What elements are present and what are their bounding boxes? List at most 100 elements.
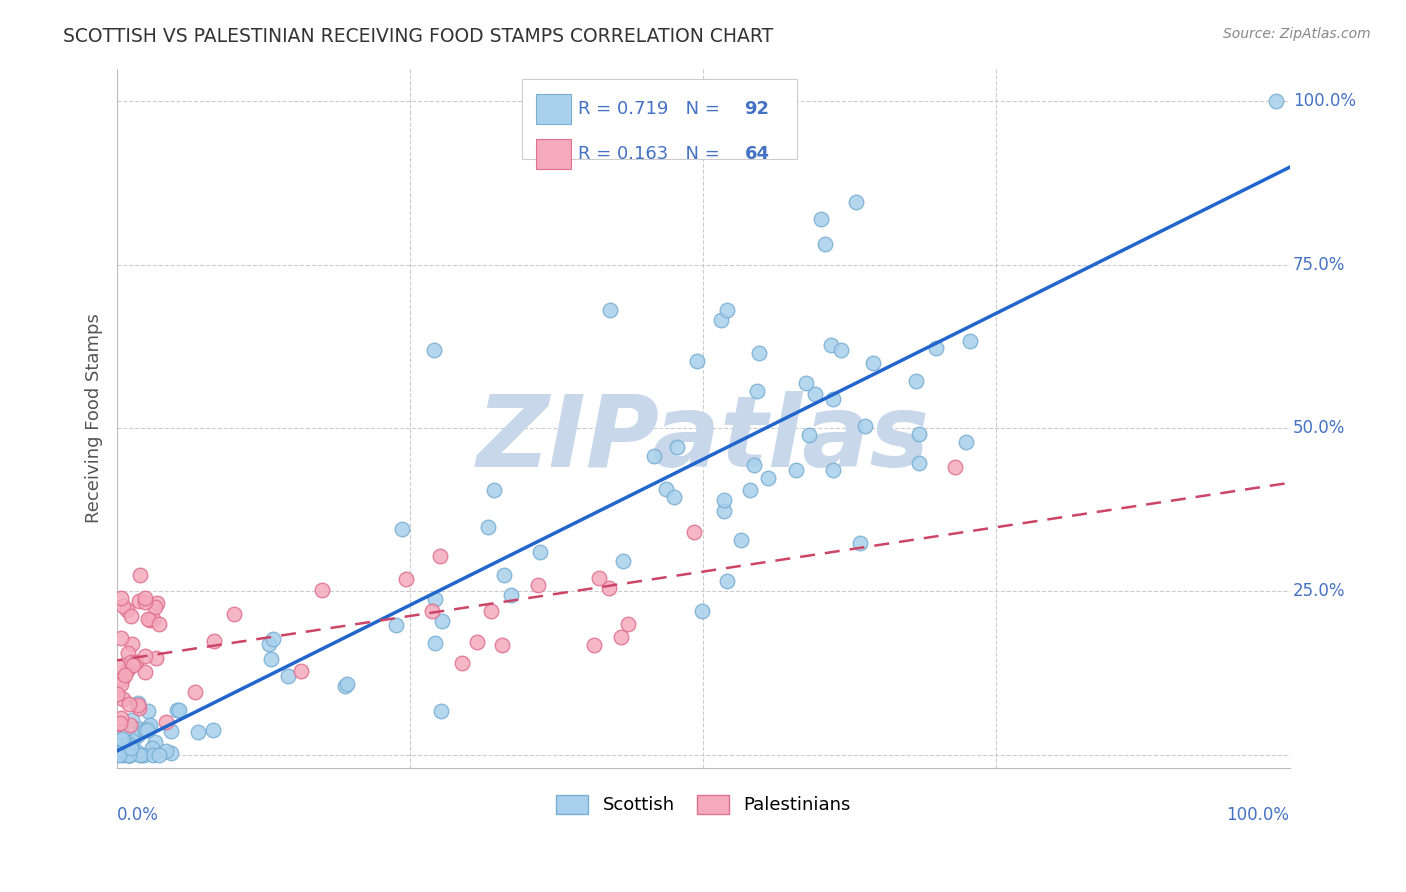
Point — [129, 747, 152, 762]
Point — [111, 747, 134, 762]
Point — [716, 574, 738, 589]
Y-axis label: Receiving Food Stamps: Receiving Food Stamps — [86, 313, 103, 523]
Point — [127, 698, 149, 712]
Text: R = 0.719   N =: R = 0.719 N = — [578, 100, 725, 118]
Point — [814, 237, 837, 252]
Point — [425, 592, 447, 607]
Point — [740, 483, 762, 498]
Point — [262, 632, 284, 647]
Point — [804, 386, 827, 401]
Point — [112, 691, 135, 706]
Text: 75.0%: 75.0% — [1294, 255, 1346, 274]
Point — [745, 384, 768, 399]
Point — [110, 677, 132, 691]
Point — [830, 343, 852, 357]
Point — [108, 660, 131, 674]
Point — [139, 613, 162, 627]
Point — [111, 673, 134, 687]
Text: 25.0%: 25.0% — [1294, 582, 1346, 600]
Point — [260, 652, 283, 666]
Point — [1264, 94, 1286, 108]
Point — [142, 747, 165, 762]
Point — [167, 703, 190, 717]
Point — [311, 582, 333, 597]
Point — [491, 638, 513, 652]
Point — [599, 303, 621, 318]
Point — [115, 603, 138, 617]
Point — [494, 568, 516, 582]
Point — [529, 544, 551, 558]
Point — [111, 599, 134, 613]
Point — [118, 747, 141, 762]
Point — [655, 482, 678, 496]
Point — [479, 605, 502, 619]
Point — [148, 617, 170, 632]
Point — [110, 591, 132, 606]
Point — [385, 618, 408, 632]
FancyBboxPatch shape — [522, 79, 797, 160]
Point — [501, 588, 523, 602]
Point — [450, 657, 472, 671]
Point — [107, 717, 129, 731]
Point — [333, 679, 356, 693]
Point — [582, 639, 605, 653]
Point — [120, 741, 142, 756]
Text: Source: ZipAtlas.com: Source: ZipAtlas.com — [1223, 27, 1371, 41]
Text: R = 0.163   N =: R = 0.163 N = — [578, 145, 725, 163]
Point — [742, 458, 765, 472]
Point — [810, 211, 832, 226]
Point — [108, 715, 131, 730]
Point — [118, 747, 141, 762]
Point — [117, 744, 139, 758]
Point — [122, 658, 145, 673]
Point — [145, 651, 167, 665]
Point — [686, 354, 709, 368]
Point — [925, 341, 948, 355]
Point — [160, 724, 183, 739]
Point — [120, 655, 142, 669]
Point — [422, 343, 444, 357]
Point — [748, 346, 770, 360]
Point — [117, 646, 139, 660]
Point — [794, 376, 817, 390]
Point — [820, 338, 842, 352]
Point — [132, 747, 155, 762]
Point — [129, 722, 152, 736]
Point — [142, 611, 165, 625]
Point — [111, 725, 134, 739]
Point — [821, 392, 844, 406]
Point — [465, 635, 488, 649]
Point — [821, 463, 844, 477]
Point — [112, 742, 135, 756]
Point — [955, 435, 977, 450]
Point — [186, 725, 208, 739]
Point — [395, 572, 418, 586]
Point — [690, 603, 713, 617]
Point — [716, 303, 738, 318]
Legend: Scottish, Palestinians: Scottish, Palestinians — [548, 788, 858, 822]
Point — [117, 747, 139, 762]
Point — [141, 740, 163, 755]
Point — [110, 631, 132, 645]
Point — [114, 668, 136, 682]
Point — [683, 524, 706, 539]
Text: 64: 64 — [744, 145, 769, 163]
Point — [135, 723, 157, 737]
Point — [202, 634, 225, 648]
Point — [432, 614, 454, 628]
Point — [120, 609, 142, 624]
Point — [120, 747, 142, 762]
Point — [905, 374, 928, 388]
Point — [662, 491, 685, 505]
Point — [136, 704, 159, 718]
Point — [862, 356, 884, 370]
Point — [945, 460, 967, 475]
Point — [105, 687, 128, 701]
Point — [526, 578, 548, 592]
Point — [713, 504, 735, 518]
Point — [118, 718, 141, 732]
Text: ZIPatlas: ZIPatlas — [477, 391, 929, 488]
Point — [425, 635, 447, 649]
Point — [202, 723, 225, 737]
Point — [127, 696, 149, 710]
